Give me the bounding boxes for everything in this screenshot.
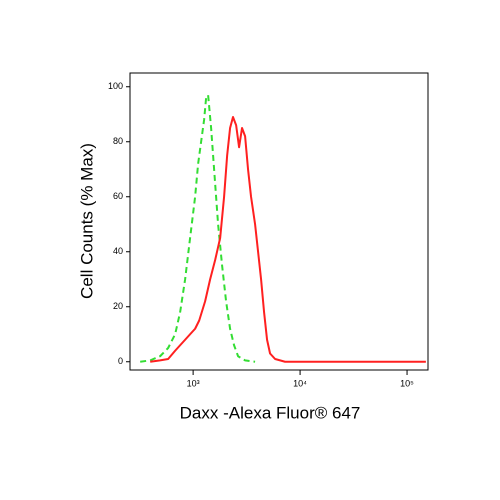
y-tick-label: 40 (113, 246, 123, 256)
y-tick-label: 20 (113, 301, 123, 311)
x-tick-label: 10³ (187, 378, 200, 388)
x-tick-label: 10⁴ (293, 378, 307, 388)
y-axis-label: Cell Counts (% Max) (77, 143, 96, 299)
y-tick-label: 80 (113, 136, 123, 146)
y-tick-label: 0 (118, 356, 123, 366)
plot-frame (129, 72, 429, 371)
y-tick-label: 100 (108, 81, 123, 91)
series-line (140, 94, 256, 363)
y-tick-label: 60 (113, 191, 123, 201)
x-axis-label: Daxx -Alexa Fluor® 647 (180, 403, 361, 422)
x-tick-label: 10⁵ (400, 378, 414, 388)
series-line (150, 116, 426, 363)
